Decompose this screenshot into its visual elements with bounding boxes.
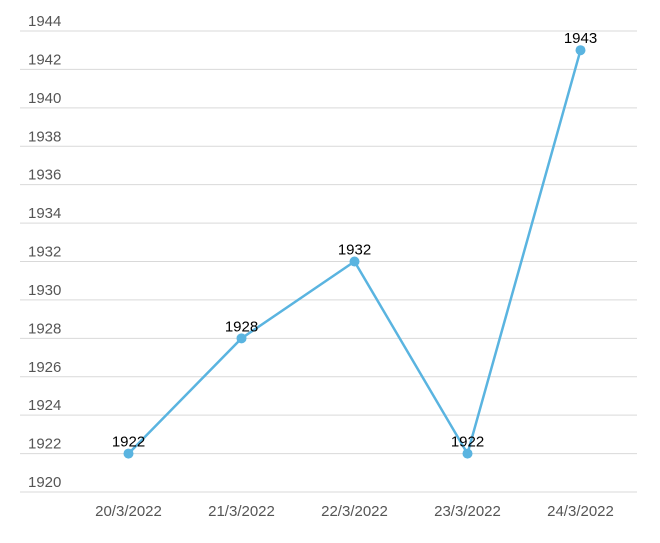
- data-label: 1928: [225, 318, 258, 335]
- x-tick-label: 24/3/2022: [547, 503, 614, 520]
- x-tick-label: 20/3/2022: [95, 503, 162, 520]
- point: [462, 448, 473, 459]
- y-tick-label: 1940: [28, 90, 61, 107]
- x-tick-label: 22/3/2022: [321, 503, 388, 520]
- y-tick-label: 1938: [28, 128, 61, 145]
- y-tick-label: 1944: [28, 13, 61, 30]
- point: [236, 333, 247, 344]
- x-tick-label: 21/3/2022: [208, 503, 275, 520]
- y-tick-label: 1934: [28, 205, 61, 222]
- y-tick-label: 1922: [28, 436, 61, 453]
- y-tick-label: 1924: [28, 397, 61, 414]
- data-label: 1932: [338, 242, 371, 259]
- y-tick-label: 1936: [28, 167, 61, 184]
- x-tick-label: 23/3/2022: [434, 503, 501, 520]
- data-label: 1922: [451, 434, 484, 451]
- point: [349, 256, 360, 267]
- point: [575, 45, 586, 56]
- y-tick-label: 1928: [28, 320, 61, 337]
- y-tick-label: 1926: [28, 359, 61, 376]
- y-tick-label: 1942: [28, 51, 61, 68]
- y-tick-label: 1920: [28, 474, 61, 491]
- point: [123, 448, 134, 459]
- data-label: 1922: [112, 434, 145, 451]
- y-tick-label: 1930: [28, 282, 61, 299]
- y-tick-label: 1932: [28, 244, 61, 261]
- data-label: 1943: [564, 30, 597, 47]
